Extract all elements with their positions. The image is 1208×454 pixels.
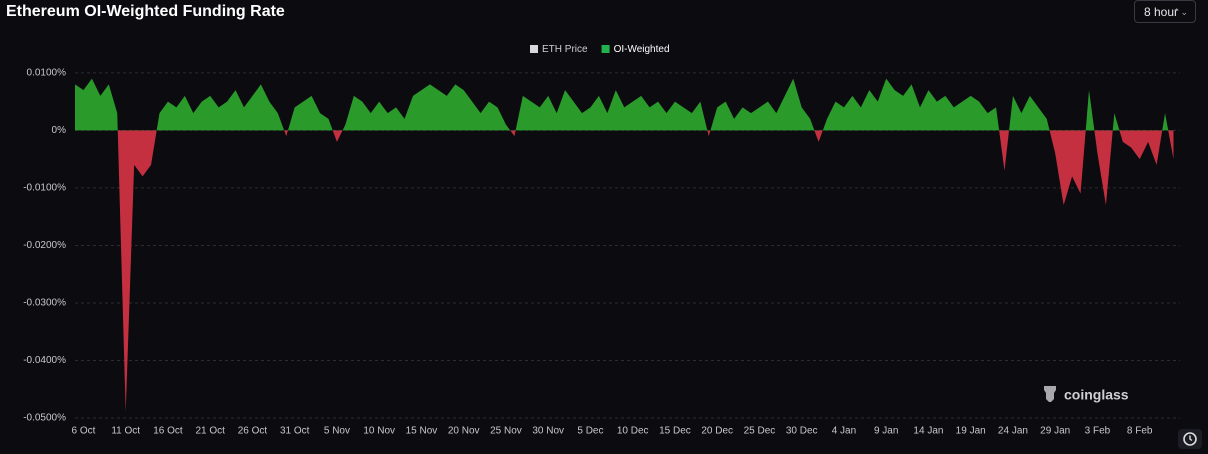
x-tick-label: 9 Jan: [874, 426, 898, 437]
x-tick-label: 30 Dec: [786, 426, 818, 437]
settings-button[interactable]: [1178, 429, 1202, 449]
legend-swatch[interactable]: [601, 45, 610, 53]
x-tick-label: 21 Oct: [195, 426, 225, 437]
x-tick-label: 19 Jan: [956, 426, 986, 437]
chart-title: Ethereum OI-Weighted Funding Rate: [6, 3, 285, 20]
y-tick-label: -0.0100%: [23, 183, 66, 194]
x-tick-label: 25 Nov: [490, 426, 522, 437]
y-tick-label: -0.0200%: [23, 240, 66, 251]
funding-area: [75, 78, 1174, 413]
y-tick-label: -0.0400%: [23, 355, 66, 366]
x-tick-label: 3 Feb: [1085, 426, 1111, 437]
y-tick-label: 0%: [52, 125, 67, 136]
x-tick-label: 15 Nov: [406, 426, 438, 437]
x-tick-label: 14 Jan: [913, 426, 943, 437]
interval-select[interactable]: 8 hour ⌃⌄: [1134, 0, 1196, 23]
settings-icon[interactable]: [1178, 429, 1202, 449]
x-tick-label: 20 Dec: [701, 426, 733, 437]
x-tick-label: 6 Oct: [71, 426, 95, 437]
x-tick-label: 16 Oct: [153, 426, 183, 437]
x-tick-label: 10 Dec: [617, 426, 649, 437]
x-tick-label: 24 Jan: [998, 426, 1028, 437]
legend-label[interactable]: ETH Price: [542, 44, 588, 55]
watermark-text: coinglass: [1064, 387, 1129, 403]
x-tick-label: 29 Jan: [1040, 426, 1070, 437]
x-tick-label: 30 Nov: [532, 426, 564, 437]
watermark: coinglass: [1044, 386, 1129, 403]
x-tick-label: 5 Dec: [577, 426, 603, 437]
interval-value[interactable]: 8 hour: [1144, 5, 1179, 19]
x-tick-label: 11 Oct: [111, 426, 140, 437]
x-tick-label: 5 Nov: [324, 426, 350, 437]
watermark-logo: [1044, 386, 1056, 402]
y-tick-label: -0.0300%: [23, 298, 66, 309]
legend-swatch[interactable]: [530, 45, 538, 53]
x-tick-label: 8 Feb: [1127, 426, 1153, 437]
legend-label[interactable]: OI-Weighted: [614, 44, 670, 55]
x-tick-label: 20 Nov: [448, 426, 480, 437]
y-tick-label: 0.0100%: [27, 68, 67, 79]
x-tick-label: 15 Dec: [659, 426, 691, 437]
y-tick-label: -0.0500%: [23, 413, 66, 424]
x-tick-label: 25 Dec: [744, 426, 776, 437]
x-tick-label: 31 Oct: [280, 426, 310, 437]
x-tick-label: 26 Oct: [238, 426, 268, 437]
x-tick-label: 4 Jan: [832, 426, 856, 437]
chevron: ⌃⌄: [1172, 7, 1188, 17]
x-tick-label: 10 Nov: [363, 426, 395, 437]
